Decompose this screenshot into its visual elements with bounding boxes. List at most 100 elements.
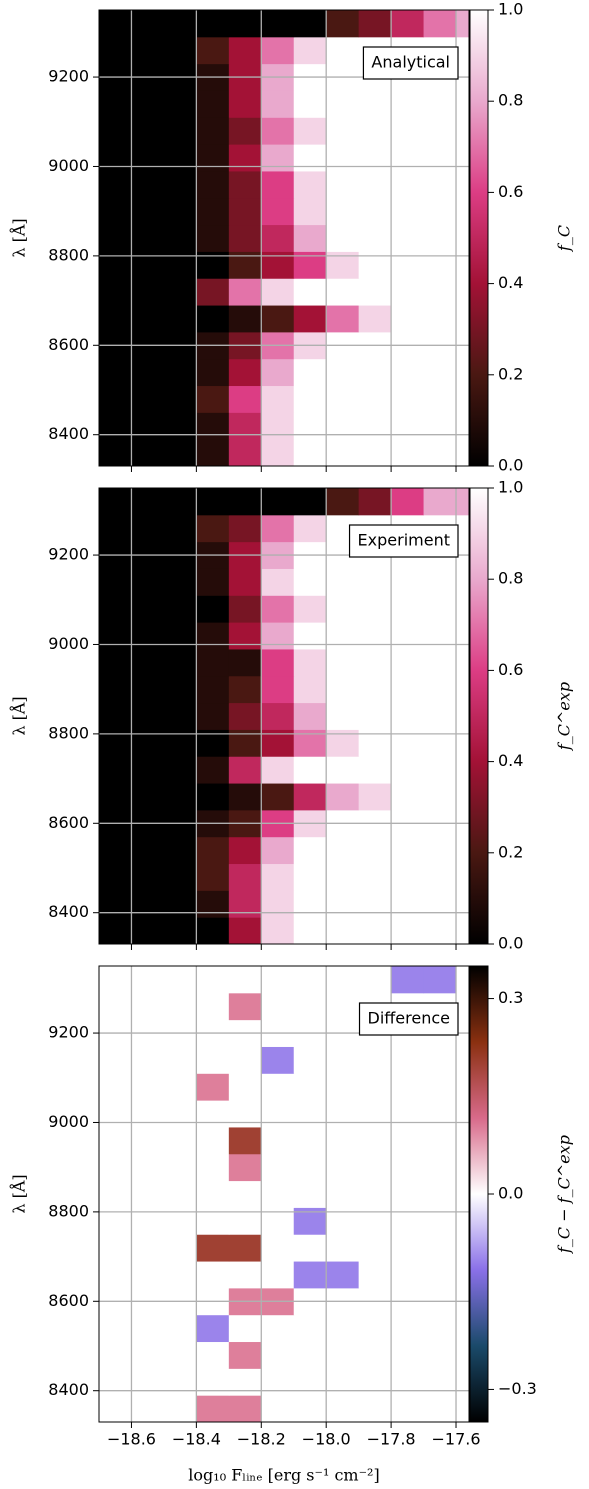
cell: [196, 224, 230, 252]
cell: [99, 488, 132, 516]
y-axis-label: λ [Å]: [9, 218, 29, 257]
cell: [358, 1314, 392, 1343]
cell: [456, 729, 469, 757]
colorbar: [469, 487, 489, 945]
heatmap: [99, 966, 469, 1422]
y-tick-label: 8400: [48, 1380, 89, 1399]
cell: [358, 90, 392, 118]
cell: [228, 385, 262, 413]
cell: [358, 568, 392, 596]
cell: [423, 1395, 457, 1422]
cell: [456, 385, 469, 413]
cell: [326, 488, 360, 516]
cell: [163, 1180, 197, 1208]
cell: [196, 756, 230, 784]
cell: [131, 305, 165, 333]
cell: [391, 305, 425, 333]
cell: [456, 595, 469, 623]
cell: [131, 117, 165, 145]
cell: [326, 90, 360, 118]
cell: [423, 756, 457, 784]
cell: [196, 1180, 230, 1208]
cell: [228, 412, 262, 440]
cell: [293, 305, 327, 333]
cell: [456, 305, 469, 333]
cell: [456, 10, 469, 38]
cell: [163, 1395, 197, 1422]
cell: [131, 1368, 165, 1396]
cell: [456, 144, 469, 172]
cell: [358, 890, 392, 918]
cell: [196, 966, 230, 994]
cell: [456, 1126, 469, 1155]
plot-frame: [98, 9, 470, 467]
cell: [261, 1100, 295, 1128]
cell: [228, 36, 262, 65]
cell: [99, 197, 132, 226]
cell: [163, 836, 197, 865]
cell: [391, 836, 425, 865]
cell: [326, 756, 360, 784]
cell: [196, 648, 230, 677]
cell: [228, 1100, 262, 1128]
cell: [99, 1234, 132, 1262]
cell: [391, 488, 425, 516]
cell: [391, 197, 425, 226]
cell: [196, 170, 230, 199]
cell: [423, 1341, 457, 1369]
cell: [391, 1180, 425, 1208]
colorbar-tick-label: 0.0: [498, 456, 523, 475]
cell: [261, 278, 295, 306]
cell: [99, 890, 132, 918]
annotation: Analytical: [371, 53, 450, 72]
cell: [228, 514, 262, 543]
cell: [261, 488, 295, 516]
cell: [99, 568, 132, 596]
y-tick-label: 9000: [48, 634, 89, 653]
cell: [163, 890, 197, 918]
cell: [228, 863, 262, 891]
cell: [131, 1153, 165, 1182]
x-tick-label: −18.4: [172, 1430, 221, 1449]
cell: [456, 992, 469, 1021]
cell: [131, 783, 165, 811]
cell: [99, 144, 132, 172]
cell: [228, 702, 262, 730]
cell: [423, 917, 457, 944]
cell: [163, 1073, 197, 1101]
cell: [196, 863, 230, 891]
cell: [456, 1234, 469, 1262]
cell: [423, 836, 457, 865]
colorbar-label: f_C: [555, 225, 574, 252]
colorbar-tick-label: 0.3: [498, 988, 523, 1007]
cell: [196, 278, 230, 306]
cell: [163, 488, 197, 516]
cell: [228, 305, 262, 333]
cell: [228, 1180, 262, 1208]
cell: [391, 1261, 425, 1289]
cell: [131, 966, 165, 994]
cell: [196, 117, 230, 145]
cell: [228, 783, 262, 811]
cell: [228, 1341, 262, 1369]
cell: [196, 439, 230, 466]
cell: [358, 305, 392, 333]
cell: [391, 224, 425, 252]
cell: [293, 36, 327, 65]
cell: [163, 1368, 197, 1396]
annotation: Experiment: [358, 531, 450, 550]
cell: [456, 1341, 469, 1369]
cell: [99, 412, 132, 440]
cell: [358, 117, 392, 145]
cell: [261, 702, 295, 730]
cell: [131, 412, 165, 440]
cell: [196, 917, 230, 944]
cell: [456, 756, 469, 784]
cell: [163, 439, 197, 466]
cell: [131, 144, 165, 172]
cell: [293, 144, 327, 172]
cell: [391, 117, 425, 145]
cell: [293, 836, 327, 865]
heatmap: [99, 10, 469, 466]
